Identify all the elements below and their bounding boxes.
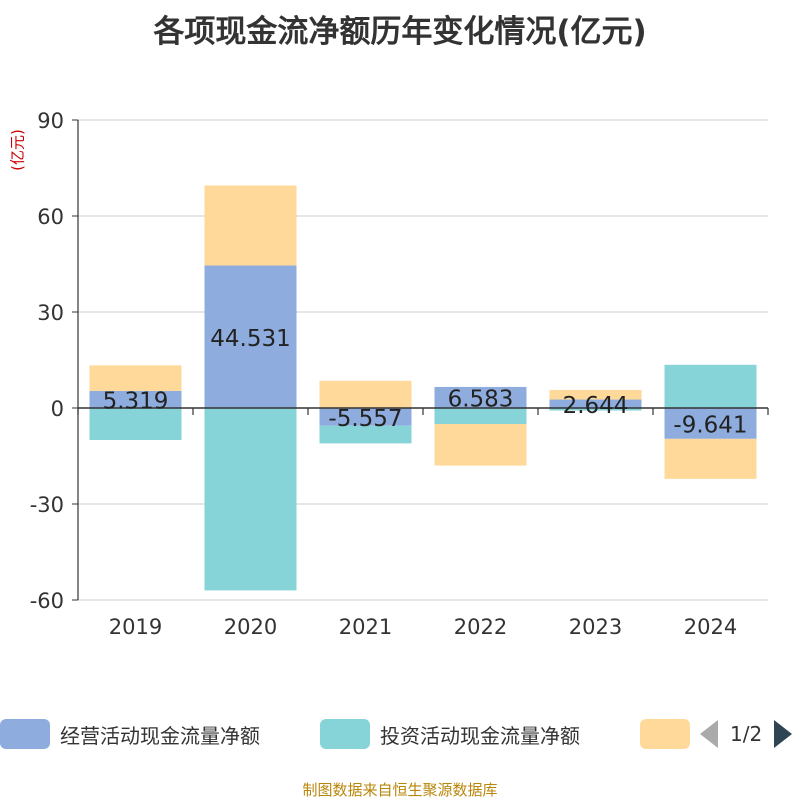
- data-label: 5.319: [103, 388, 169, 414]
- legend-item-financing[interactable]: [640, 716, 700, 752]
- bar-segment[interactable]: [319, 380, 412, 408]
- bar-segment[interactable]: [319, 425, 412, 444]
- bar-segment[interactable]: [89, 365, 182, 391]
- bar-segment[interactable]: [434, 424, 527, 466]
- axes: -60 -30 0 30 60 90 2019 2020 2021 2022 2023 2024: [30, 109, 769, 639]
- y-tick-label: 90: [37, 109, 64, 133]
- x-tick-label: 2022: [454, 615, 507, 639]
- x-tick-label: 2021: [339, 615, 392, 639]
- data-label: -5.557: [328, 406, 402, 432]
- legend: 经营活动现金流量净额 投资活动现金流量净额 1/2: [0, 716, 800, 756]
- data-label: 44.531: [210, 326, 290, 352]
- y-tick-label: 60: [37, 205, 64, 229]
- bar-segment[interactable]: [664, 438, 757, 479]
- bar-segment[interactable]: [204, 408, 297, 591]
- x-tick-label: 2019: [109, 615, 162, 639]
- data-label: 6.583: [448, 386, 514, 412]
- legend-swatch-financing: [640, 719, 690, 749]
- legend-swatch-investing: [320, 719, 370, 749]
- data-source-note: 制图数据来自恒生聚源数据库: [302, 781, 498, 799]
- x-tick-label: 2024: [684, 615, 737, 639]
- pager-prev-icon[interactable]: [700, 720, 718, 748]
- bars: [89, 185, 757, 591]
- bar-segment[interactable]: [549, 389, 642, 400]
- grid-lines: [78, 119, 768, 601]
- data-label: 2.644: [563, 393, 629, 419]
- bar-segment[interactable]: [89, 390, 182, 408]
- stacked-bar-chart: -60 -30 0 30 60 90 2019 2020 2021 2022 2023 2024 5.…: [30, 109, 769, 639]
- legend-label-operating: 经营活动现金流量净额: [60, 723, 260, 748]
- bar-segment[interactable]: [664, 408, 757, 439]
- chart-title: 各项现金流净额历年变化情况(亿元): [153, 14, 647, 50]
- bar-segment[interactable]: [319, 408, 412, 426]
- y-tick-label: 30: [37, 301, 64, 325]
- pager-text: 1/2: [730, 722, 763, 746]
- bar-segment[interactable]: [549, 408, 642, 411]
- y-tick-label: 0: [51, 397, 64, 421]
- legend-item-operating[interactable]: 经营活动现金流量净额: [0, 716, 260, 752]
- y-tick-label: -60: [30, 589, 64, 613]
- x-tick-label: 2020: [224, 615, 277, 639]
- legend-label-investing: 投资活动现金流量净额: [380, 723, 580, 748]
- bar-segment[interactable]: [664, 364, 757, 408]
- y-tick-label: -30: [30, 493, 64, 517]
- bar-segment[interactable]: [549, 399, 642, 408]
- legend-swatch-operating: [0, 719, 50, 749]
- data-labels: 5.319 44.531 -5.557 6.583 2.644 -9.641: [103, 326, 748, 439]
- legend-item-investing[interactable]: 投资活动现金流量净额: [320, 716, 580, 752]
- bar-segment[interactable]: [204, 265, 297, 408]
- x-tick-label: 2023: [569, 615, 622, 639]
- pager-next-icon[interactable]: [774, 720, 793, 748]
- bar-segment[interactable]: [204, 185, 297, 266]
- legend-pager: 1/2: [700, 716, 793, 752]
- bar-segment[interactable]: [434, 386, 527, 408]
- bar-segment[interactable]: [434, 408, 527, 424]
- bar-segment[interactable]: [89, 408, 182, 440]
- data-label: -9.641: [673, 412, 747, 438]
